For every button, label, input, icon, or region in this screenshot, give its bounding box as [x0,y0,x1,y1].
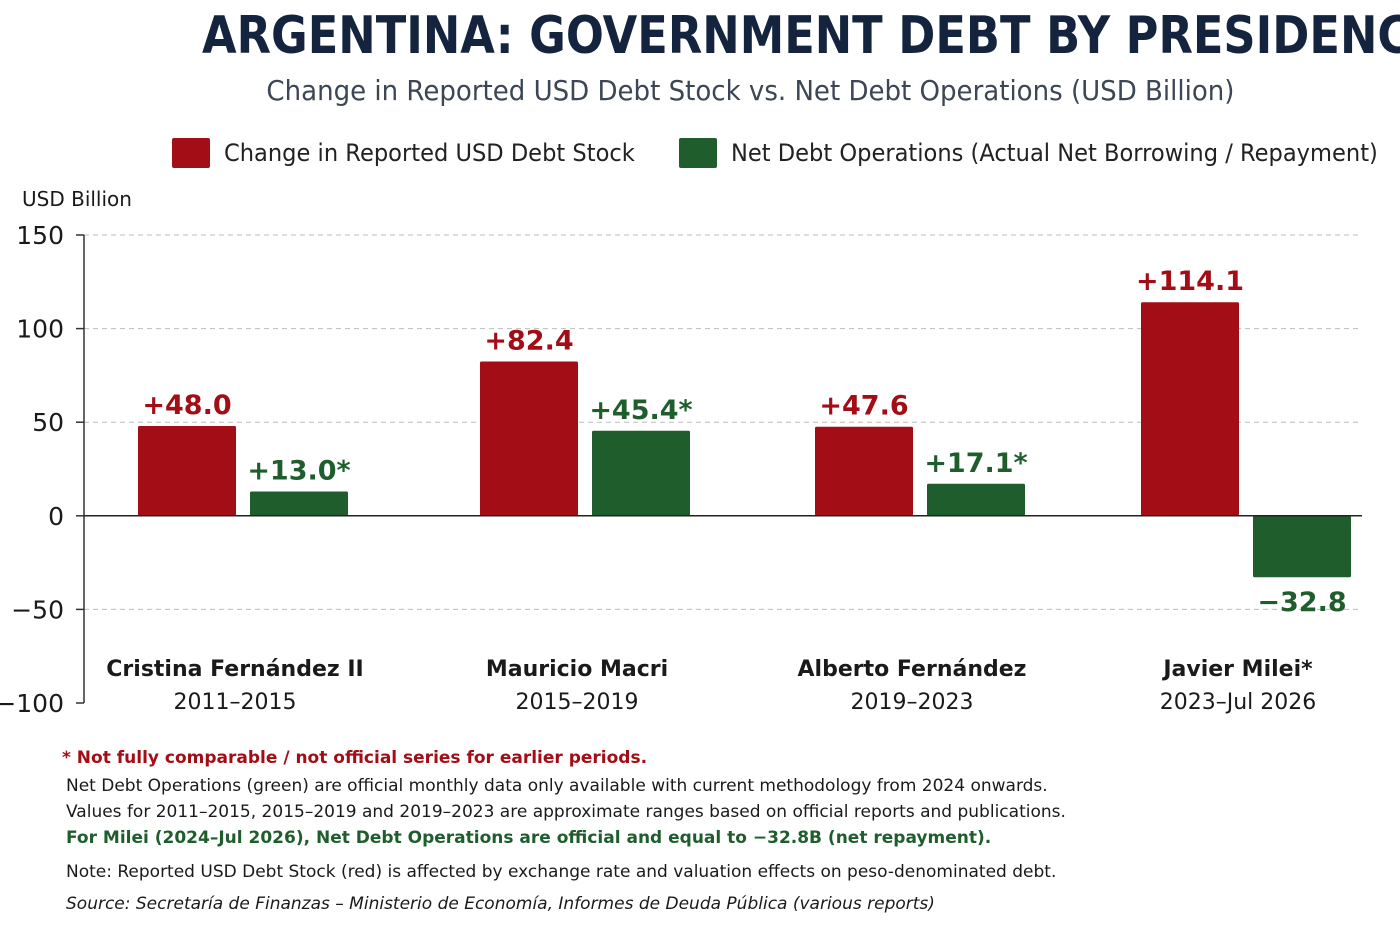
data-label: −32.8 [1257,587,1346,618]
y-tick-label: 150 [16,221,64,250]
chart-subtitle: Change in Reported USD Debt Stock vs. Ne… [265,74,1235,107]
note-source: Source: Secretaría de Finanzas – Ministe… [66,894,935,914]
bar-net-operations [592,430,690,516]
legend-label-debt-stock: Change in Reported USD Debt Stock [224,139,635,167]
x-category-period: 2015–2019 [516,690,639,715]
y-tick-label: 0 [48,502,64,531]
x-category-period: 2023–Jul 2026 [1160,690,1317,715]
legend-label-net-operations: Net Debt Operations (Actual Net Borrowin… [731,139,1378,167]
y-axis-label: USD Billion [22,187,132,211]
bar-net-operations [927,483,1025,516]
x-category-period: 2019–2023 [851,690,974,715]
note-valuation: Note: Reported USD Debt Stock (red) is a… [66,862,1057,882]
bar-chart: USD Billion 150 100 50 0 −50 −100 +48.0 +13.0*… [0,187,1362,718]
y-tick-label: 100 [16,315,64,344]
note-milei: For Milei (2024–Jul 2026), Net Debt Oper… [66,828,992,848]
bar-debt-stock [1141,302,1239,516]
x-category-name: Javier Milei* [1161,657,1313,682]
bar-net-operations [250,491,348,516]
data-label: +48.0 [142,390,231,421]
legend-swatch-red [172,138,210,168]
data-label: +13.0* [247,455,350,486]
legend: Change in Reported USD Debt Stock Net De… [0,138,1400,172]
data-label: +114.1 [1136,266,1244,297]
x-category-period: 2011–2015 [174,690,297,715]
data-label: +45.4* [589,395,692,426]
bar-debt-stock [480,361,578,516]
legend-swatch-green [679,138,717,168]
note-line-2: Values for 2011–2015, 2015–2019 and 2019… [66,802,1066,822]
note-asterisk: * Not fully comparable / not official se… [62,748,648,768]
bar-debt-stock [138,425,236,516]
x-axis-labels: Cristina Fernández II 2011–2015 Mauricio M… [106,657,1316,715]
y-tick-label: −50 [11,595,64,624]
value-labels: +48.0 +13.0* +82.4 +45.4* +47.6 +17.1* +114.1 −… [142,266,1346,618]
x-category-name: Alberto Fernández [798,657,1027,682]
bar-net-operations [1253,515,1351,578]
legend-item-debt-stock: Change in Reported USD Debt Stock [172,138,661,168]
data-label: +17.1* [924,448,1027,479]
note-line-1: Net Debt Operations (green) are official… [66,776,1048,796]
legend-item-net-operations: Net Debt Operations (Actual Net Borrowin… [679,138,1400,168]
x-category-name: Cristina Fernández II [106,657,363,682]
bars [138,302,1351,578]
y-tick-label: 50 [32,408,64,437]
data-label: +47.6 [819,391,908,422]
y-tick-label: −100 [0,689,64,718]
data-label: +82.4 [484,326,573,357]
chart-title: ARGENTINA: GOVERNMENT DEBT BY PRESIDENCY [201,6,1400,66]
x-category-name: Mauricio Macri [486,657,668,682]
y-axis-ticks: 150 100 50 0 −50 −100 [0,221,84,718]
bar-debt-stock [815,426,913,516]
